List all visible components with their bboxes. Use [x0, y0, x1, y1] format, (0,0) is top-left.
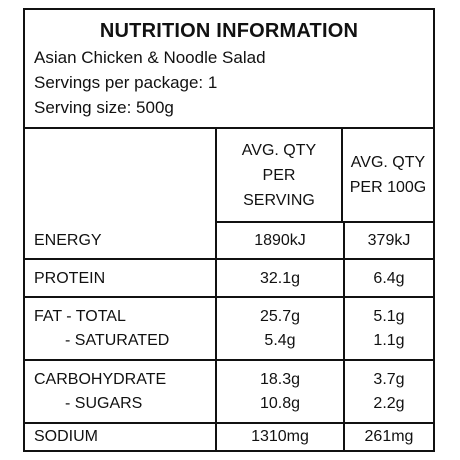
column-header-per-serving: AVG. QTY PER SERVING	[215, 129, 343, 223]
value-per-100g: 261mg	[364, 428, 414, 445]
value-per-100g: 379kJ	[367, 232, 411, 249]
row-sublabel: - SATURATED	[65, 332, 170, 349]
column-divider	[343, 298, 345, 359]
column-divider	[215, 424, 217, 450]
column-divider	[215, 223, 217, 258]
value-per-serving: 10.8g	[259, 395, 301, 412]
column-divider	[215, 260, 217, 296]
panel-title: NUTRITION INFORMATION	[99, 20, 359, 42]
value-per-100g: 6.4g	[373, 270, 405, 287]
column-divider	[343, 424, 345, 450]
column-divider	[215, 298, 217, 359]
panel-header: NUTRITION INFORMATION Asian Chicken & No…	[25, 10, 433, 129]
value-per-serving: 25.7g	[259, 308, 301, 325]
value-per-serving: 1310mg	[251, 428, 309, 445]
product-name: Asian Chicken & Noodle Salad	[34, 48, 266, 67]
row-label: ENERGY	[34, 232, 102, 249]
servings-per-package: Servings per package: 1	[34, 73, 218, 92]
table-row-carbohydrate: CARBOHYDRATE 18.3g 3.7g - SUGARS 10.8g 2…	[25, 361, 433, 424]
value-per-serving: 5.4g	[264, 332, 296, 349]
table-row-protein: PROTEIN 32.1g 6.4g	[25, 260, 433, 298]
serving-size: Serving size: 500g	[34, 98, 174, 117]
table-row-fat: FAT - TOTAL 25.7g 5.1g - SATURATED 5.4g …	[25, 298, 433, 361]
column-divider	[215, 361, 217, 422]
column-header-per-100g: AVG. QTY PER 100G	[343, 129, 433, 223]
row-label: FAT - TOTAL	[34, 308, 126, 325]
column-divider	[343, 361, 345, 422]
column-divider	[343, 260, 345, 296]
value-per-100g: 2.2g	[373, 395, 405, 412]
nutrition-panel: NUTRITION INFORMATION Asian Chicken & No…	[23, 8, 435, 452]
row-label: PROTEIN	[34, 270, 106, 287]
row-label: CARBOHYDRATE	[34, 371, 167, 388]
column-header-per-serving-label: AVG. QTY PER SERVING	[241, 141, 317, 209]
row-label: SODIUM	[34, 428, 98, 445]
value-per-serving: 18.3g	[259, 371, 301, 388]
value-per-100g: 3.7g	[373, 371, 405, 388]
row-sublabel: - SUGARS	[65, 395, 143, 412]
value-per-serving: 1890kJ	[254, 232, 306, 249]
table-row-sodium: SODIUM 1310mg 261mg	[25, 424, 433, 450]
value-per-100g: 5.1g	[373, 308, 405, 325]
table-row-energy: ENERGY 1890kJ 379kJ	[25, 223, 433, 260]
column-divider	[343, 223, 345, 258]
value-per-serving: 32.1g	[259, 270, 301, 287]
value-per-100g: 1.1g	[373, 332, 405, 349]
column-header-per-100g-label: AVG. QTY PER 100G	[349, 154, 427, 196]
